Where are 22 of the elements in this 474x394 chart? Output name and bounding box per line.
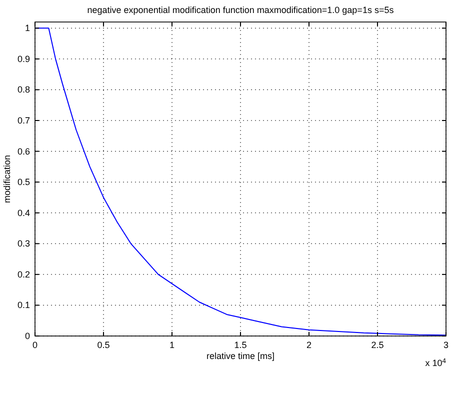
text: x 10$^{4}$ (425, 358, 446, 368)
y-tick-label: 0.1 (17, 300, 30, 310)
y-tick-label: 0.4 (17, 208, 30, 218)
y-tick-label: 0.5 (17, 177, 30, 188)
y-axis-title: modification (2, 154, 12, 204)
x-tick-label: 2 (306, 340, 312, 350)
x-tick-label: 2.5 (371, 340, 384, 350)
y-tick-label: 0.7 (17, 116, 30, 126)
x-tick-label: 0.5 (97, 340, 110, 350)
y-tick-label: 0.2 (17, 269, 30, 280)
y-tick-label: 0.9 (17, 54, 30, 64)
x-axis-title: relative time [ms] (206, 351, 275, 361)
x-tick-label: 0 (32, 340, 38, 350)
x-tick-label: 3 (443, 340, 449, 350)
y-tick-label: 1 (24, 23, 30, 34)
y-tick-label: 0.8 (17, 84, 30, 95)
x-tick-label: 1.5 (234, 340, 247, 350)
chart-title: negative exponential modification function maxmodification=1.0 gap=1s s=5s (87, 5, 394, 15)
x-tick-label: 1 (169, 340, 175, 350)
y-tick-label: 0 (24, 331, 30, 341)
y-tick-label: 0.6 (17, 146, 30, 156)
y-tick-label: 0.3 (17, 238, 30, 249)
